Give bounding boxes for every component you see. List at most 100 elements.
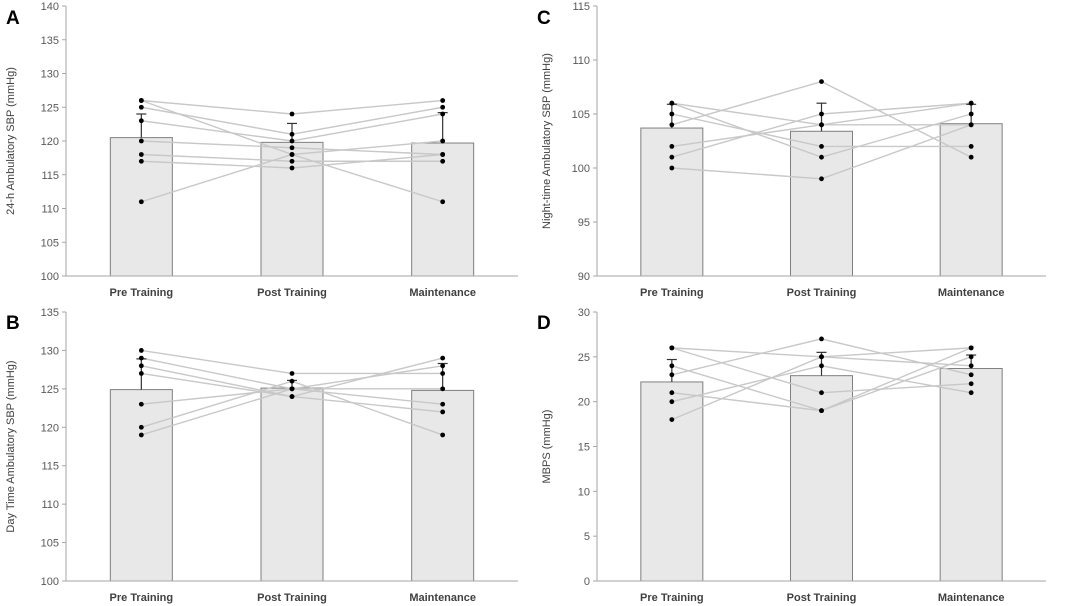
panel-b-label: B (6, 313, 20, 334)
panel-c-category-label: Pre Training (640, 287, 704, 299)
panel-d-bar-2 (790, 375, 853, 582)
panel-d-point-s5-c3 (968, 354, 974, 360)
panel-a-point-s4-c1 (138, 138, 144, 144)
panel-c-y-axis-title: Night-time Ambulatory SBP (mmHg) (541, 53, 553, 229)
panel-a-point-s3-c1 (138, 118, 144, 124)
panel-b-point-s2-c3 (440, 401, 446, 407)
panel-b-point-s6-c3 (440, 432, 446, 438)
panel-b-ytick-label: 125 (41, 384, 59, 396)
panel-d-ytick-label: 25 (578, 352, 590, 364)
panel-c-point-s2-c3 (968, 111, 974, 117)
panel-a-ytick-label: 100 (41, 271, 59, 283)
panel-d-point-s2-c3 (968, 381, 974, 387)
panel-a-ytick-label: 105 (41, 237, 59, 249)
panel-a-ytick-label: 130 (41, 69, 59, 81)
panel-b-point-s1-c3 (440, 371, 446, 376)
panel-b-ytick-label: 130 (41, 345, 59, 357)
panel-a-bar-2 (260, 141, 324, 277)
panel-b-point-s1-c2 (289, 371, 295, 376)
panel-a-category-label: Maintenance (409, 287, 476, 299)
panel-a-point-s2-c3 (440, 104, 446, 110)
panel-d-ytick-label: 20 (578, 397, 590, 409)
panel-d-ytick-label: 30 (578, 307, 590, 319)
panel-c-ytick-label: 100 (572, 163, 590, 175)
panel-b-ytick-label: 120 (41, 422, 59, 434)
panel-d-bar-1 (640, 381, 704, 582)
panel-c-point-s3-c3 (968, 144, 974, 149)
panel-a-point-s6-c2 (289, 165, 295, 171)
panel-a-point-s3-c2 (289, 138, 295, 144)
panel-a-point-s5-c3 (440, 158, 446, 164)
panel-a-point-s1-c2 (289, 111, 295, 117)
panel-d-point-s2-c1 (669, 345, 675, 351)
panel-c-bar-2 (790, 130, 853, 277)
panel-c-point-s2-c1 (669, 100, 675, 106)
panel-b-ytick-label: 110 (41, 499, 59, 511)
panel-a-point-s5-c2 (289, 158, 295, 164)
panel-c-point-s7-c3 (968, 122, 974, 128)
panel-c-point-s5-c1 (669, 144, 675, 149)
panel-b-point-s3-c3 (440, 355, 446, 361)
panel-d-bar-3 (939, 367, 1003, 582)
panel-d-point-s7-c3 (968, 345, 974, 351)
panel-a-point-s3-c3 (440, 111, 446, 117)
panel-c-category-label: Maintenance (938, 287, 1005, 299)
panel-d-point-s7-c1 (669, 417, 675, 422)
panel-b-point-s7-c2 (289, 386, 295, 392)
panel-b-point-s6-c2 (289, 378, 295, 384)
panel-a-category-label: Post Training (257, 287, 327, 299)
panel-a-point-s6-c3 (440, 152, 446, 157)
panel-c-point-s5-c2 (819, 122, 824, 128)
panel-b-bar-3 (411, 389, 475, 582)
panel-a-point-s7-c3 (440, 138, 446, 144)
panel-a-point-s5-c1 (138, 152, 144, 157)
panel-c-ytick-label: 110 (572, 55, 590, 67)
panel-d-point-s4-c3 (968, 372, 974, 378)
panel-b-bar-1 (109, 389, 173, 582)
panel-d-point-s6-c1 (669, 399, 675, 405)
panel-d-category-label: Maintenance (938, 592, 1005, 604)
panel-d-point-s4-c1 (669, 372, 675, 378)
panel-a-point-s8-c3 (440, 199, 446, 205)
panel-b-ytick-label: 135 (41, 307, 59, 319)
panel-c-point-s7-c1 (669, 165, 675, 171)
panel-b-bar-2 (260, 387, 324, 582)
panel-d-point-s6-c3 (968, 390, 974, 396)
panel-c-point-s4-c1 (669, 122, 675, 128)
panel-d-ytick-label: 15 (578, 442, 590, 454)
panel-a-point-s8-c1 (138, 98, 144, 103)
panel-d-point-s1-c3 (968, 363, 974, 369)
panel-b-point-s4-c1 (138, 371, 144, 376)
panel-b-point-s2-c1 (138, 355, 144, 361)
panel-c-point-s4-c2 (819, 79, 824, 84)
panel-b-category-label: Maintenance (409, 592, 476, 604)
panel-b-point-s6-c1 (138, 424, 144, 430)
panel-c-label: C (537, 8, 551, 29)
panel-b-y-axis-title: Day Time Ambulatory SBP (mmHg) (5, 360, 17, 532)
panel-c-ytick-label: 115 (572, 1, 590, 13)
panel-a-ytick-label: 110 (41, 204, 59, 216)
panel-a-point-s2-c1 (138, 104, 144, 110)
panel-c-point-s7-c2 (819, 176, 824, 182)
panel-c-bar-3 (939, 123, 1003, 277)
panel-c-point-s6-c1 (669, 154, 675, 160)
panel-a-point-s4-c2 (289, 145, 295, 151)
panel-b-point-s1-c1 (138, 348, 144, 353)
panel-a-ytick-label: 140 (41, 1, 59, 13)
panel-c-point-s3-c2 (819, 144, 824, 149)
panel-a-bar-1 (109, 137, 173, 277)
panel-c-category-label: Post Training (787, 287, 857, 299)
panel-d-point-s4-c2 (819, 336, 824, 342)
panel-b-point-s4-c2 (289, 394, 295, 399)
panel-b-point-s5-c3 (440, 363, 446, 369)
panel-b-point-s4-c3 (440, 409, 446, 415)
panel-a-point-s6-c1 (138, 158, 144, 164)
panel-a-ytick-label: 120 (41, 136, 59, 148)
panel-a-point-s8-c2 (289, 152, 295, 157)
panel-d-ytick-label: 5 (584, 531, 590, 543)
panel-c-point-s4-c3 (968, 154, 974, 160)
panel-b-point-s3-c1 (138, 363, 144, 369)
panel-c-ytick-label: 105 (572, 109, 590, 121)
panel-d-point-s3-c1 (669, 363, 675, 369)
